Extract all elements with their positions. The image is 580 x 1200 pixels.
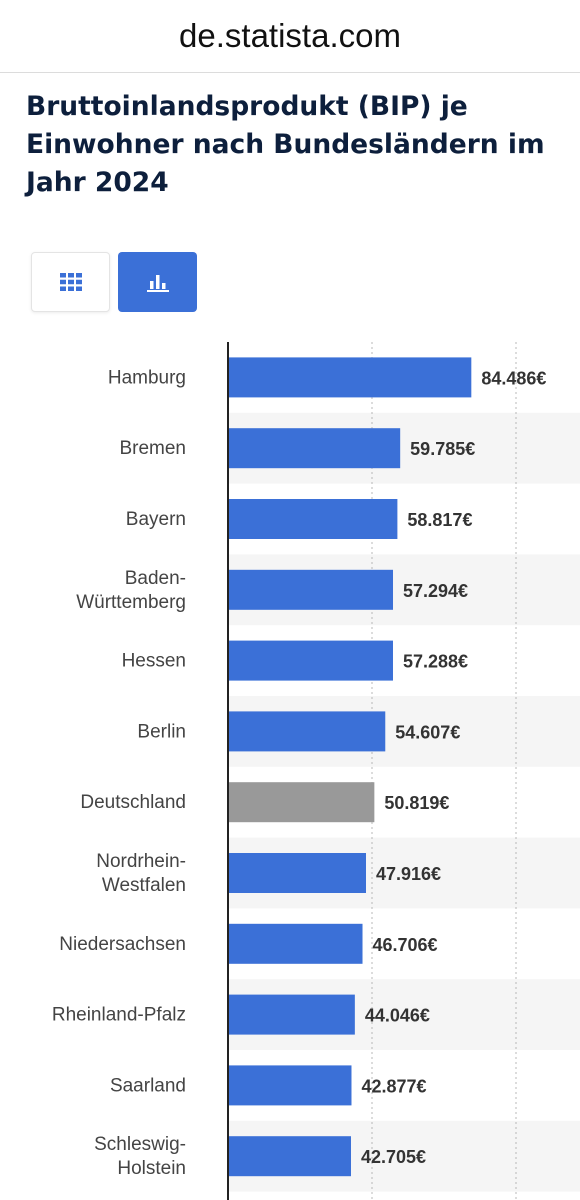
value-label: 57.288€ xyxy=(403,652,468,672)
bar-chart: Hamburg Bremen Bayern Baden-Württemberg Hess… xyxy=(52,342,580,1200)
category-label: Berlin xyxy=(137,721,186,742)
chart-view-button[interactable] xyxy=(118,252,197,312)
value-label: 47.916€ xyxy=(376,864,441,884)
category-label: Baden-Württemberg xyxy=(76,568,186,613)
value-label: 42.705€ xyxy=(361,1147,426,1167)
value-label: 59.785€ xyxy=(410,439,475,459)
bar-nordrhein-westfalen[interactable] xyxy=(228,853,366,893)
value-label: 46.706€ xyxy=(373,935,438,955)
bar-bayern[interactable] xyxy=(228,499,398,539)
category-label: Bremen xyxy=(119,438,186,459)
category-label: Deutschland xyxy=(80,792,186,813)
page-title: Bruttoinlandsprodukt (BIP) je Einwohner … xyxy=(26,91,545,198)
category-label: Saarland xyxy=(110,1075,186,1096)
value-label: 54.607€ xyxy=(395,722,460,742)
category-label: Schleswig-Holstein xyxy=(94,1134,186,1179)
bar-rheinland-pfalz[interactable] xyxy=(228,994,355,1035)
browser-address-bar[interactable]: de.statista.com xyxy=(0,0,580,73)
bar-chart-icon xyxy=(146,275,169,292)
bar-deutschland[interactable] xyxy=(228,782,375,823)
bar-baden-württemberg[interactable] xyxy=(228,569,394,610)
bar-niedersachsen[interactable] xyxy=(228,923,363,964)
category-label: Niedersachsen xyxy=(59,934,186,955)
bar-hamburg[interactable] xyxy=(228,357,472,398)
value-label: 58.817€ xyxy=(407,510,472,530)
category-label: Rheinland-Pfalz xyxy=(52,1005,186,1026)
category-label: Hessen xyxy=(122,651,186,672)
url-text: de.statista.com xyxy=(179,17,401,54)
value-label: 57.294€ xyxy=(403,581,468,601)
category-label: Hamburg xyxy=(108,367,186,388)
bar-bremen[interactable] xyxy=(228,428,401,469)
value-label: 50.819€ xyxy=(384,793,449,813)
table-grid-icon xyxy=(59,273,82,291)
value-label: 42.877€ xyxy=(361,1076,426,1096)
bar-berlin[interactable] xyxy=(228,711,386,752)
category-label: Bayern xyxy=(126,509,186,530)
table-view-button[interactable] xyxy=(31,252,110,312)
bar-schleswig-holstein[interactable] xyxy=(228,1136,351,1177)
bar-hessen[interactable] xyxy=(228,640,393,681)
category-label: Nordrhein-Westfalen xyxy=(96,851,186,896)
bar-saarland[interactable] xyxy=(228,1065,352,1106)
value-label: 84.486€ xyxy=(481,368,546,388)
value-label: 44.046€ xyxy=(365,1006,430,1026)
